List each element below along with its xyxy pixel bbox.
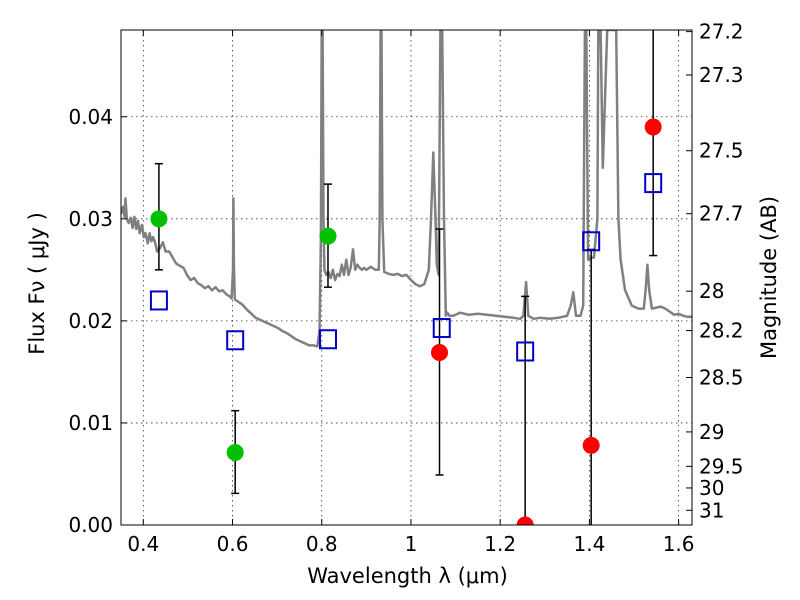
model-photometry-marker [226, 330, 245, 351]
x-tick-label: 0.4 [127, 532, 159, 556]
axis-ticks [121, 30, 692, 526]
model-spectrum [121, 30, 692, 348]
right-axis-label: Magnitude (AB) [757, 196, 781, 359]
y-axis-label: Flux Fν ( μJy ) [25, 212, 49, 355]
data-points [150, 118, 662, 525]
x-tick-label: 1.6 [663, 532, 695, 556]
model-photometry-markers [149, 173, 663, 362]
x-tick-label: 1.2 [484, 532, 516, 556]
right-tick-label: 31 [699, 498, 724, 522]
right-tick-label: 27.7 [699, 202, 744, 226]
non-detection-point [431, 344, 449, 362]
model-photometry-marker [516, 341, 535, 362]
y-tick-label: 0.04 [68, 105, 113, 129]
detection-point [226, 444, 244, 462]
right-tick-label: 28.2 [699, 319, 744, 343]
right-tick-label: 30 [699, 476, 724, 500]
model-photometry-marker [582, 231, 601, 252]
y-tick-label: 0.01 [68, 411, 113, 435]
right-tick-label: 27.2 [699, 20, 744, 44]
non-detection-point [582, 436, 600, 454]
right-tick-label: 29 [699, 420, 724, 444]
y-tick-label: 0.00 [68, 513, 113, 537]
non-detection-point [644, 118, 662, 136]
non-detection-point [516, 516, 534, 525]
model-photometry-marker [644, 173, 663, 194]
y-tick-label: 0.03 [68, 207, 113, 231]
right-tick-label: 28 [699, 279, 724, 303]
x-axis-label: Wavelength λ (μm) [307, 564, 508, 588]
right-tick-label: 27.5 [699, 139, 744, 163]
model-photometry-marker [149, 290, 168, 311]
x-tick-label: 1 [405, 532, 418, 556]
right-tick-label: 27.3 [699, 63, 744, 87]
right-tick-label: 29.5 [699, 454, 744, 478]
plot-frame [120, 29, 693, 526]
tick-labels: 0.4 0.6 0.8 1 1.2 1.4 1.6 0.00 0.01 0.02 0.03 0.04 2… [68, 20, 743, 556]
grid [121, 30, 692, 526]
x-tick-label: 0.8 [306, 532, 338, 556]
x-tick-label: 1.4 [573, 532, 605, 556]
detection-point [319, 227, 337, 245]
right-tick-label: 28.5 [699, 366, 744, 390]
detection-point [150, 210, 168, 228]
model-photometry-marker [318, 329, 337, 350]
x-tick-label: 0.6 [217, 532, 249, 556]
y-tick-label: 0.02 [68, 309, 113, 333]
model-photometry-marker [432, 318, 451, 339]
spectrum-line [121, 30, 692, 348]
